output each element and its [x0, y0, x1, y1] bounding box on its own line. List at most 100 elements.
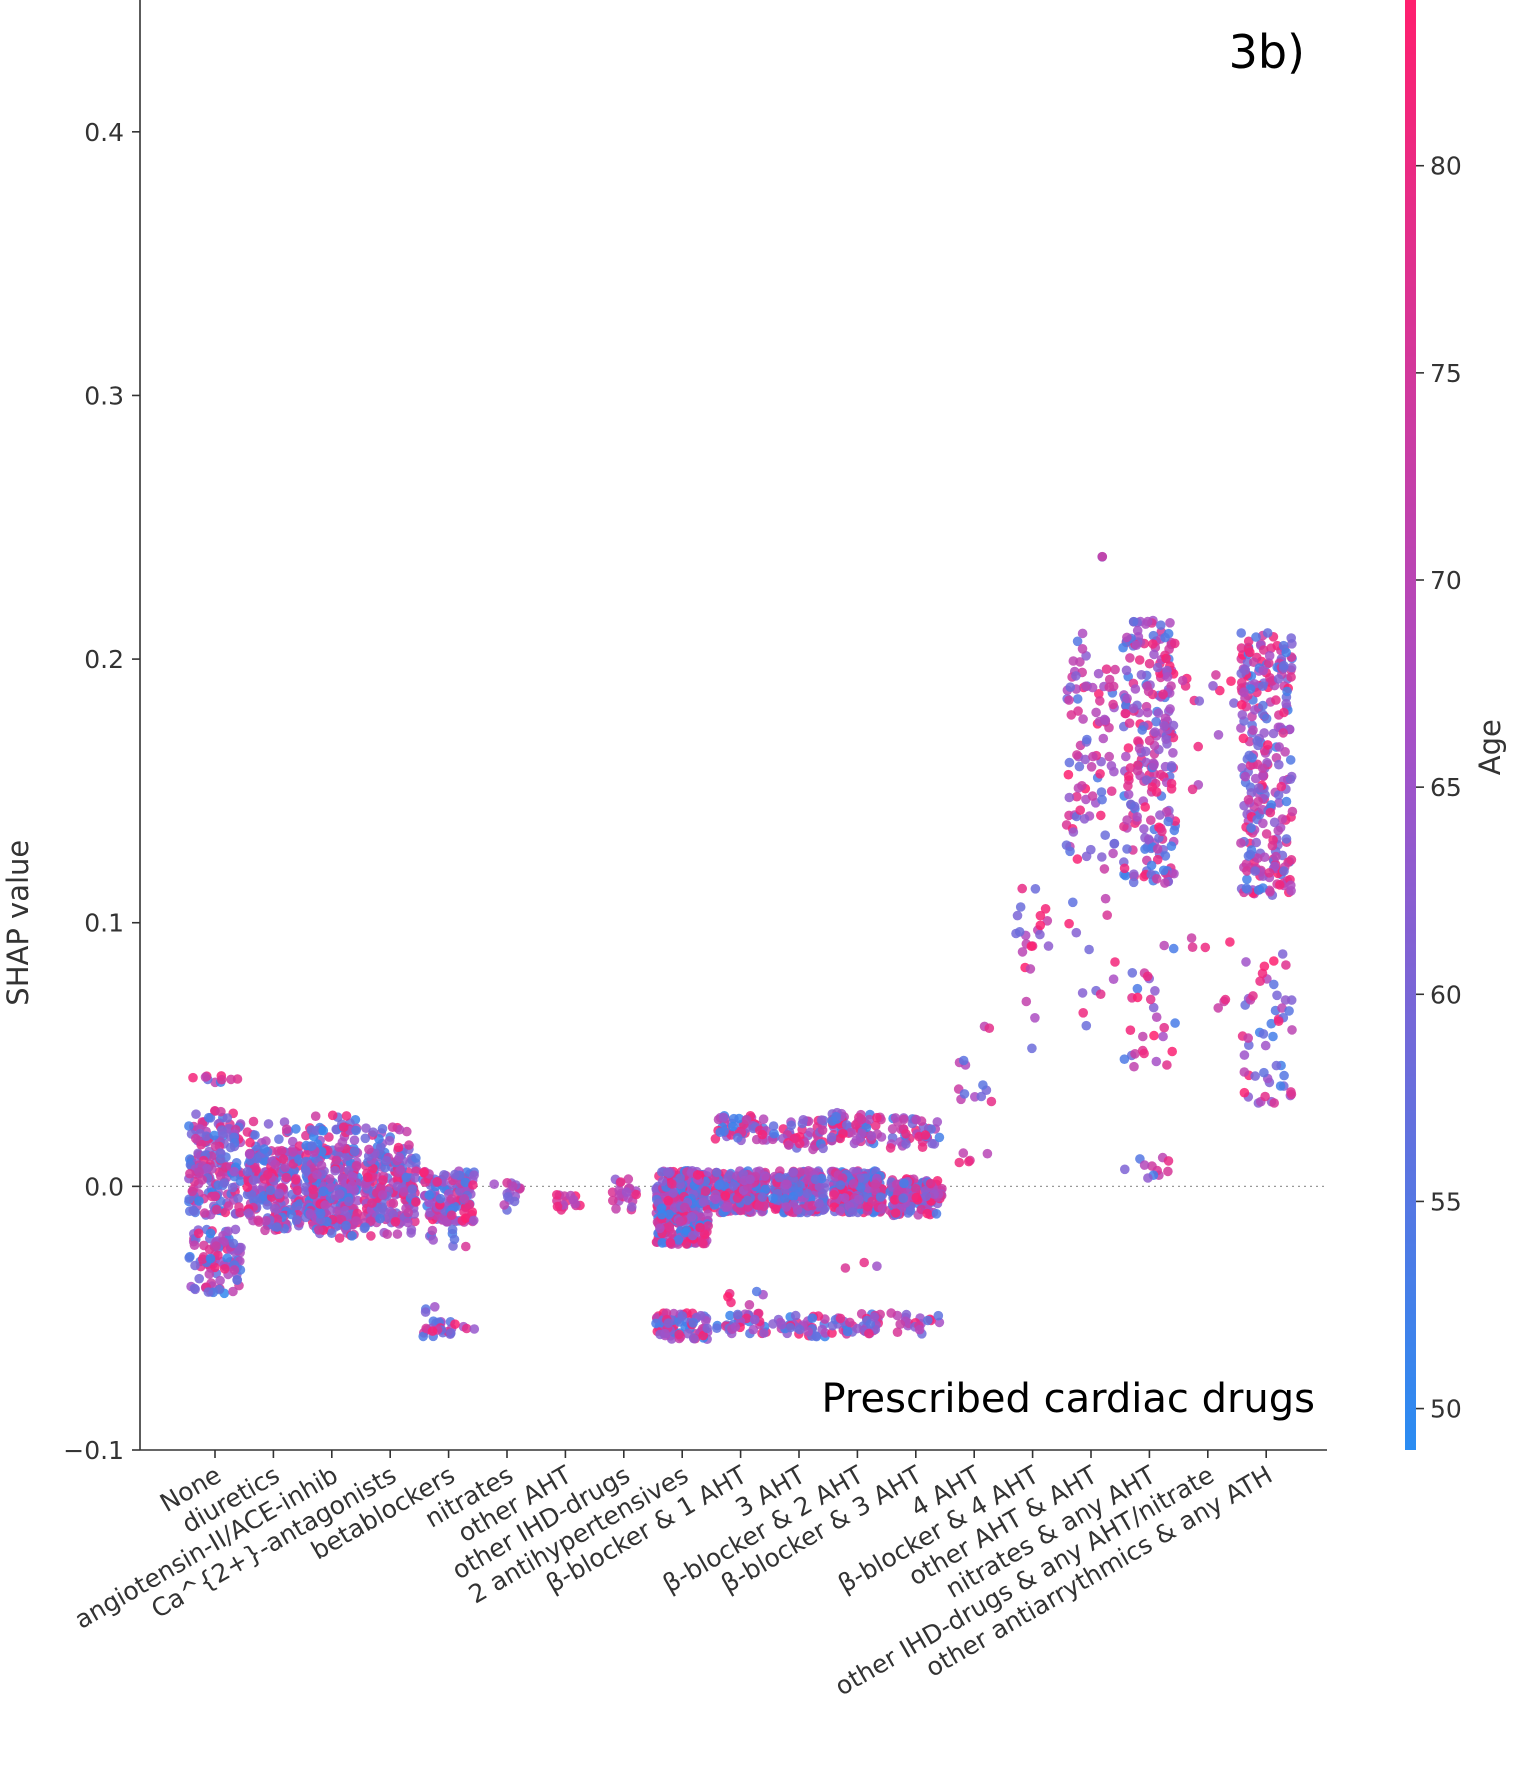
- data-point: [1279, 661, 1289, 671]
- data-point: [190, 1284, 200, 1294]
- data-point: [663, 1167, 673, 1177]
- data-point: [1275, 880, 1285, 890]
- data-point: [1169, 944, 1179, 954]
- data-point: [1066, 682, 1076, 692]
- data-point: [1211, 670, 1221, 680]
- data-point: [817, 1115, 827, 1125]
- data-point: [190, 1240, 200, 1250]
- data-point: [352, 1161, 362, 1171]
- data-point: [489, 1179, 499, 1189]
- colorbar-tick-label: 65: [1430, 773, 1462, 802]
- data-point: [1146, 995, 1156, 1005]
- data-point: [1091, 708, 1101, 718]
- data-point: [204, 1287, 214, 1297]
- x-axis-ticks: Nonediureticsangiotensin-II/ACE-inhibCa^…: [70, 1450, 1278, 1701]
- data-point: [699, 1197, 709, 1207]
- data-point: [342, 1111, 352, 1121]
- data-point: [461, 1242, 471, 1252]
- data-point: [216, 1154, 226, 1164]
- data-point: [1161, 654, 1171, 664]
- data-point: [733, 1310, 743, 1320]
- colorbar: 50556065707580 Age: [1405, 0, 1507, 1450]
- data-point: [912, 1115, 922, 1125]
- data-point: [1137, 670, 1147, 680]
- data-point: [1110, 957, 1120, 967]
- data-point: [1268, 1032, 1278, 1042]
- data-point: [985, 1023, 995, 1033]
- data-point: [1044, 941, 1054, 951]
- data-point: [375, 1214, 385, 1224]
- data-point: [220, 1264, 230, 1274]
- data-point: [1165, 704, 1175, 714]
- data-point: [215, 1276, 225, 1286]
- data-point: [1160, 721, 1170, 731]
- data-point: [1151, 717, 1161, 727]
- data-point: [1073, 854, 1083, 864]
- data-point: [1080, 814, 1090, 824]
- data-point: [886, 1308, 896, 1318]
- data-point: [799, 1115, 809, 1125]
- data-point: [1269, 980, 1279, 990]
- data-point: [1142, 681, 1152, 691]
- data-point: [219, 1178, 229, 1188]
- data-point: [347, 1231, 357, 1241]
- data-point: [393, 1229, 403, 1239]
- data-point: [282, 1124, 292, 1134]
- data-point: [1068, 898, 1078, 908]
- data-point: [1073, 694, 1083, 704]
- data-point: [1259, 1068, 1269, 1078]
- data-point: [403, 1208, 413, 1218]
- data-point: [1141, 747, 1151, 757]
- data-point: [332, 1156, 342, 1166]
- colorbar-label: Age: [1473, 719, 1507, 775]
- data-point: [1104, 752, 1114, 762]
- data-point: [872, 1113, 882, 1123]
- data-point: [1152, 1057, 1162, 1067]
- data-point: [314, 1225, 324, 1235]
- data-point: [339, 1122, 349, 1132]
- data-point: [867, 1197, 877, 1207]
- data-point: [1263, 740, 1273, 750]
- data-point: [1149, 1031, 1159, 1041]
- data-point: [1271, 695, 1281, 705]
- data-point: [987, 1097, 997, 1107]
- data-point: [1129, 869, 1139, 879]
- data-point: [1244, 751, 1254, 761]
- data-point: [1153, 844, 1163, 854]
- data-point: [1187, 933, 1197, 943]
- data-point: [1013, 911, 1023, 921]
- data-point: [1125, 718, 1135, 728]
- data-point: [1274, 742, 1284, 752]
- data-point: [1075, 805, 1085, 815]
- data-point: [368, 1127, 378, 1137]
- data-point: [703, 1221, 713, 1231]
- data-point: [428, 1235, 438, 1245]
- data-point: [344, 1197, 354, 1207]
- data-point: [1251, 774, 1261, 784]
- colorbar-gradient: [1405, 0, 1416, 1450]
- data-point: [1086, 845, 1096, 855]
- data-point: [1027, 941, 1037, 951]
- data-point: [1164, 1156, 1174, 1166]
- data-point: [760, 1171, 770, 1181]
- data-point: [1015, 927, 1025, 937]
- data-point: [378, 1124, 388, 1134]
- data-point: [759, 1328, 769, 1338]
- data-point: [1253, 741, 1263, 751]
- data-point: [1143, 708, 1153, 718]
- data-point: [1026, 964, 1036, 974]
- data-point: [964, 1157, 974, 1167]
- data-point: [831, 1112, 841, 1122]
- data-point: [312, 1170, 322, 1180]
- data-point: [1240, 1050, 1250, 1060]
- data-point: [450, 1170, 460, 1180]
- data-point: [1072, 750, 1082, 760]
- data-point: [785, 1323, 795, 1333]
- data-point: [469, 1170, 479, 1180]
- data-point: [366, 1231, 376, 1241]
- data-point: [1143, 1173, 1153, 1183]
- data-point: [1071, 671, 1081, 681]
- data-point: [1137, 725, 1147, 735]
- data-point: [1129, 617, 1139, 627]
- data-point: [243, 1167, 253, 1177]
